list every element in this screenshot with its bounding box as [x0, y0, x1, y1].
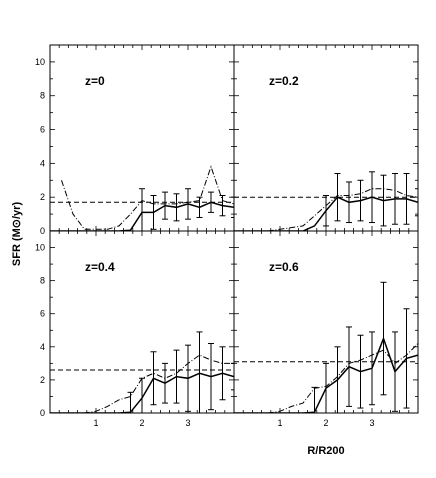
- x-axis-title: R/R200: [307, 445, 344, 457]
- x-tick-label: 2: [323, 418, 328, 428]
- panel-data: [234, 171, 418, 231]
- y-tick-label: 6: [40, 309, 45, 319]
- x-tick-label: 1: [277, 418, 282, 428]
- y-tick-label: 8: [40, 276, 45, 286]
- y-tick-label: 2: [40, 375, 45, 385]
- panel-data: [50, 165, 234, 231]
- series-dash-dot: [245, 188, 418, 231]
- x-tick-label: 3: [185, 418, 190, 428]
- series-dash-dot: [245, 343, 418, 413]
- x-tick-label: 2: [139, 418, 144, 428]
- y-axis-title: SFR (M⊙/yr): [11, 202, 23, 267]
- y-tick-label: 4: [40, 342, 45, 352]
- y-tick-label: 6: [40, 125, 45, 135]
- x-tick-label: 3: [369, 418, 374, 428]
- panel-1: z=0.2: [233, 44, 419, 232]
- y-tick-label: 10: [35, 57, 45, 67]
- panel-label: z=0.4: [85, 260, 115, 274]
- series-dash-dot: [61, 354, 234, 413]
- panel-label: z=0.6: [269, 260, 299, 274]
- panel-3: 1 2 3 z=0.6: [233, 230, 419, 428]
- panel-0: 0 2 4 6 8 10 z=0: [35, 44, 235, 236]
- panel-data: [234, 281, 418, 413]
- panel-label: z=0.2: [269, 74, 299, 88]
- y-tick-label: 2: [40, 192, 45, 202]
- panel-data: [50, 331, 234, 413]
- y-tick-label: 8: [40, 91, 45, 101]
- series-dash-dot: [61, 165, 234, 230]
- y-tick-label: 0: [40, 226, 45, 236]
- panel-label: z=0: [85, 74, 105, 88]
- x-tick-label: 1: [93, 418, 98, 428]
- y-tick-label: 0: [40, 408, 45, 418]
- y-tick-label: 10: [35, 243, 45, 253]
- y-tick-label: 4: [40, 158, 45, 168]
